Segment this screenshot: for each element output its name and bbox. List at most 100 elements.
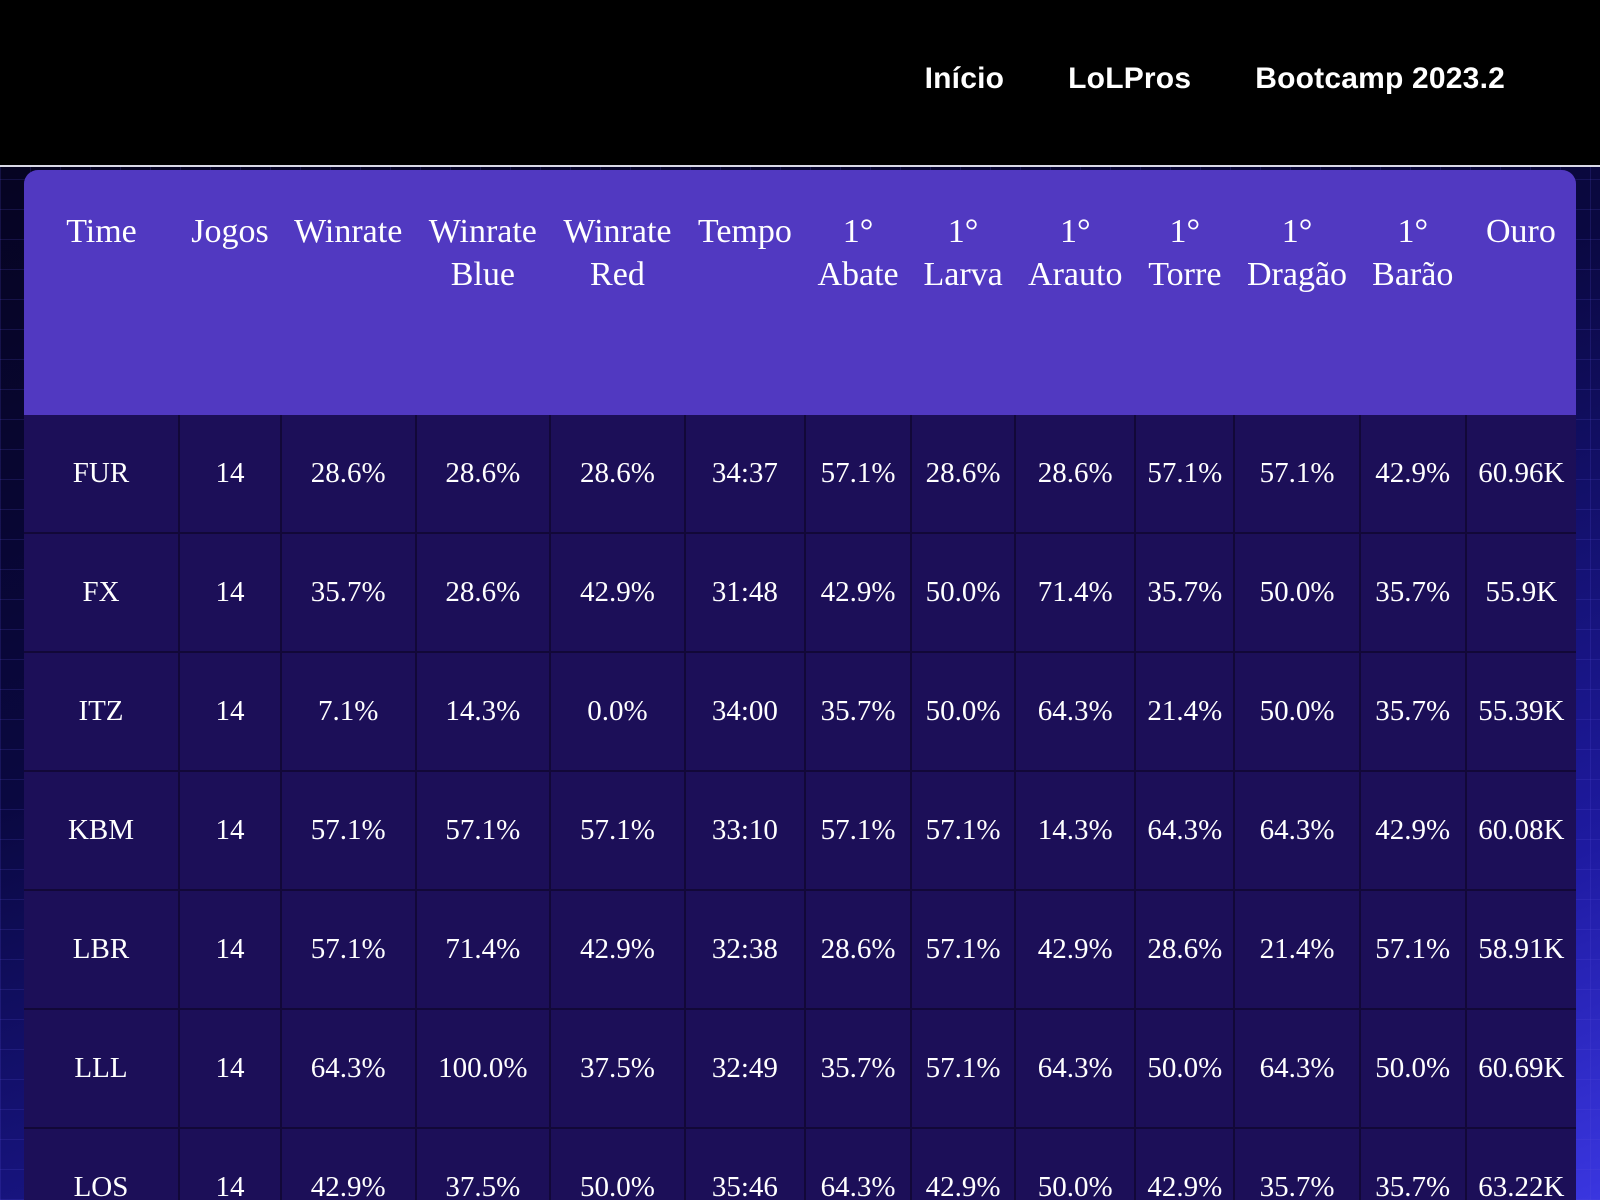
stat-cell: 14 — [177, 415, 282, 534]
table-header-row: Time Jogos Winrate Winrate Blue Winrate Red T… — [24, 170, 1576, 415]
stat-cell: 50.0% — [910, 532, 1017, 653]
stat-cell: 14 — [177, 1008, 282, 1129]
nav-link-inicio[interactable]: Início — [924, 62, 1005, 95]
stat-cell: 42.9% — [549, 889, 686, 1010]
stat-cell: 57.1% — [910, 1008, 1017, 1129]
stat-cell: 14.3% — [1014, 770, 1137, 891]
nav-item-lolpros: LoLPros — [1068, 62, 1191, 96]
stat-cell: 57.1% — [804, 415, 913, 534]
stats-table-container: Time Jogos Winrate Winrate Blue Winrate Red T… — [24, 170, 1576, 1200]
stat-cell: 28.6% — [414, 415, 552, 534]
stat-cell: 63.22K — [1464, 1127, 1576, 1200]
column-header: 1° Abate — [805, 170, 912, 415]
stat-cell: 14 — [177, 889, 282, 1010]
nav-item-inicio: Início — [925, 62, 1005, 96]
team-name-cell: LOS — [24, 1127, 180, 1200]
stat-cell: 64.3% — [1134, 770, 1236, 891]
stat-cell: 50.0% — [910, 651, 1017, 772]
stat-cell: 28.6% — [804, 889, 913, 1010]
nav-item-bootcamp: Bootcamp 2023.2 — [1255, 62, 1505, 96]
stat-cell: 50.0% — [1233, 651, 1361, 772]
stat-cell: 42.9% — [549, 532, 686, 653]
stat-cell: 57.1% — [549, 770, 686, 891]
stat-cell: 55.39K — [1464, 651, 1576, 772]
stat-cell: 28.6% — [414, 532, 552, 653]
stat-cell: 71.4% — [1014, 532, 1137, 653]
stat-cell: 35.7% — [1358, 1127, 1467, 1200]
table-row: FUR 14 28.6% 28.6% 28.6% 34:37 57.1% 28.6% 28.6%… — [24, 415, 1576, 534]
stat-cell: 42.9% — [1134, 1127, 1236, 1200]
stat-cell: 31:48 — [683, 532, 807, 653]
stat-cell: 7.1% — [279, 651, 417, 772]
stat-cell: 50.0% — [1014, 1127, 1137, 1200]
stat-cell: 50.0% — [1134, 1008, 1236, 1129]
stat-cell: 64.3% — [1233, 1008, 1361, 1129]
stat-cell: 57.1% — [279, 770, 417, 891]
stat-cell: 34:37 — [683, 415, 807, 534]
stat-cell: 37.5% — [549, 1008, 686, 1129]
stat-cell: 58.91K — [1464, 889, 1576, 1010]
stat-cell: 57.1% — [414, 770, 552, 891]
stat-cell: 28.6% — [910, 415, 1017, 534]
column-header: Jogos — [178, 170, 281, 415]
table-row: LOS 14 42.9% 37.5% 50.0% 35:46 64.3% 42.9% 50.0%… — [24, 1127, 1576, 1200]
stat-cell: 42.9% — [910, 1127, 1017, 1200]
stat-cell: 21.4% — [1233, 889, 1361, 1010]
stat-cell: 50.0% — [1358, 1008, 1467, 1129]
stat-cell: 35.7% — [1358, 651, 1467, 772]
stat-cell: 28.6% — [279, 415, 417, 534]
team-name-cell: FX — [24, 532, 180, 653]
stat-cell: 64.3% — [1233, 770, 1361, 891]
stat-cell: 35.7% — [804, 1008, 913, 1129]
stat-cell: 57.1% — [279, 889, 417, 1010]
stat-cell: 32:38 — [683, 889, 807, 1010]
stat-cell: 28.6% — [549, 415, 686, 534]
column-header: Ouro — [1465, 170, 1576, 415]
stat-cell: 57.1% — [1233, 415, 1361, 534]
column-header: 1° Torre — [1135, 170, 1235, 415]
column-header: Time — [24, 170, 179, 415]
column-header: 1° Larva — [911, 170, 1016, 415]
nav-link-lolpros[interactable]: LoLPros — [1068, 62, 1192, 95]
stat-cell: 57.1% — [804, 770, 913, 891]
stat-cell: 60.08K — [1464, 770, 1576, 891]
team-name-cell: LBR — [24, 889, 180, 1010]
stat-cell: 57.1% — [910, 770, 1017, 891]
stat-cell: 57.1% — [1358, 889, 1467, 1010]
nav-link-bootcamp[interactable]: Bootcamp 2023.2 — [1255, 62, 1505, 95]
team-name-cell: FUR — [24, 415, 180, 534]
stat-cell: 71.4% — [414, 889, 552, 1010]
stat-cell: 33:10 — [683, 770, 807, 891]
stat-cell: 55.9K — [1464, 532, 1576, 653]
stat-cell: 42.9% — [1358, 770, 1467, 891]
stat-cell: 64.3% — [279, 1008, 417, 1129]
stat-cell: 35.7% — [1233, 1127, 1361, 1200]
column-header: Tempo — [684, 170, 806, 415]
table-body: FUR 14 28.6% 28.6% 28.6% 34:37 57.1% 28.6% 28.6%… — [24, 415, 1576, 1200]
stat-cell: 50.0% — [1233, 532, 1361, 653]
column-header: 1° Barão — [1359, 170, 1466, 415]
stat-cell: 21.4% — [1134, 651, 1236, 772]
table-row: LLL 14 64.3% 100.0% 37.5% 32:49 35.7% 57.1% 64.3… — [24, 1008, 1576, 1129]
table-row: ITZ 14 7.1% 14.3% 0.0% 34:00 35.7% 50.0% 64.3% 21… — [24, 651, 1576, 772]
column-header: Winrate Red — [550, 170, 685, 415]
stat-cell: 35.7% — [1358, 532, 1467, 653]
stat-cell: 64.3% — [1014, 1008, 1137, 1129]
stat-cell: 0.0% — [549, 651, 686, 772]
stat-cell: 34:00 — [683, 651, 807, 772]
top-navbar: Início LoLPros Bootcamp 2023.2 — [0, 0, 1600, 167]
table-row: KBM 14 57.1% 57.1% 57.1% 33:10 57.1% 57.1% 14.3%… — [24, 770, 1576, 891]
stat-cell: 14 — [177, 770, 282, 891]
stat-cell: 57.1% — [1134, 415, 1236, 534]
team-name-cell: ITZ — [24, 651, 180, 772]
stat-cell: 35.7% — [804, 651, 913, 772]
stat-cell: 14 — [177, 532, 282, 653]
team-stats-table: Time Jogos Winrate Winrate Blue Winrate Red T… — [24, 170, 1576, 1200]
stat-cell: 60.69K — [1464, 1008, 1576, 1129]
column-header: Winrate Blue — [415, 170, 551, 415]
stat-cell: 50.0% — [549, 1127, 686, 1200]
team-name-cell: KBM — [24, 770, 180, 891]
stat-cell: 35:46 — [683, 1127, 807, 1200]
stat-cell: 64.3% — [804, 1127, 913, 1200]
column-header: 1° Arauto — [1015, 170, 1136, 415]
